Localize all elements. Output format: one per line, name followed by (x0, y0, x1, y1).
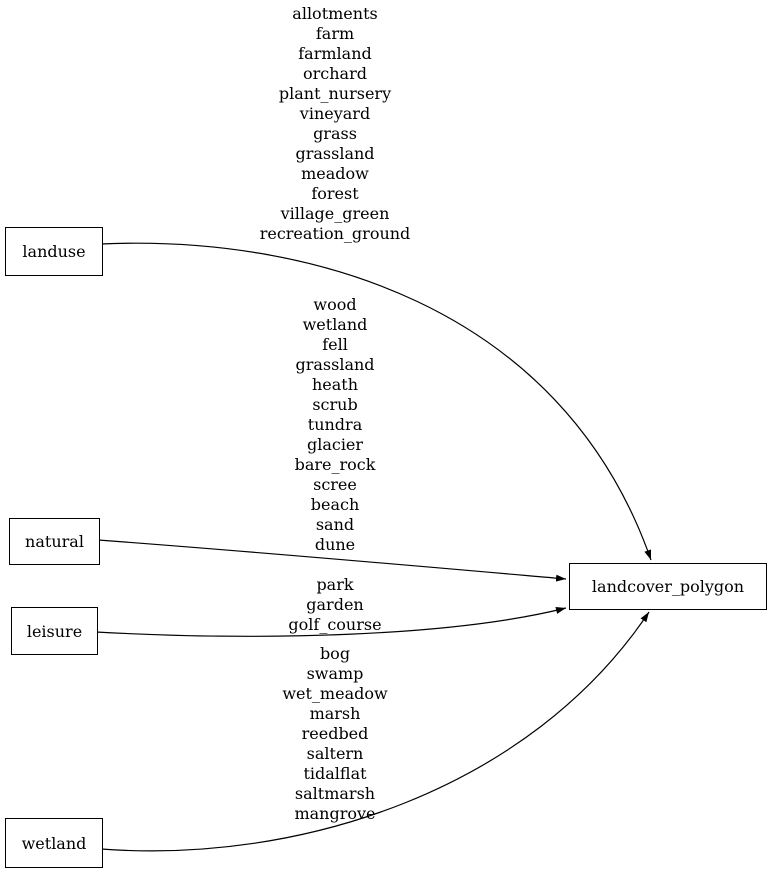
edge-label-line: garden (306, 595, 364, 614)
node-wetland-label: wetland (21, 833, 87, 853)
node-landcover_polygon: landcover_polygon (569, 563, 767, 610)
edge-label-leisure-values: park garden golf_course (195, 575, 475, 635)
edge-label-line: allotments (292, 4, 378, 23)
node-landuse: landuse (5, 227, 103, 276)
edge-label-line: tundra (307, 415, 363, 434)
node-leisure: leisure (11, 607, 98, 655)
edge-label-line: glacier (306, 435, 364, 454)
node-landuse-label: landuse (22, 242, 86, 261)
edge-label-line: heath (311, 375, 359, 394)
edge-label-line: farm (315, 24, 355, 43)
edge-label-line: wetland (302, 315, 368, 334)
edge-wetland-to-landcover_polygon (100, 611, 650, 852)
edge-label-line: meadow (301, 164, 369, 183)
edge-label-line: bare_rock (294, 455, 376, 474)
edge-label-line: village_green (280, 204, 390, 223)
edge-label-line: grass (313, 124, 357, 143)
edge-label-line: farmland (298, 44, 372, 63)
node-natural-label: natural (25, 532, 84, 551)
edge-natural-to-landcover_polygon (97, 539, 567, 582)
edge-label-line: dune (314, 535, 356, 554)
edge-label-line: grassland (295, 144, 375, 163)
edge-label-line: golf_course (288, 615, 382, 634)
edge-label-landuse-values: allotments farm farmland orchard plant_nurse… (195, 4, 475, 244)
edge-label-line: sand (315, 515, 355, 534)
edge-label-line: recreation_ground (259, 224, 411, 243)
node-landcover_polygon-label: landcover_polygon (591, 577, 745, 596)
node-wetland: wetland (5, 818, 103, 868)
edge-label-line: reedbed (301, 724, 369, 743)
edge-label-line: bog (319, 644, 351, 663)
edge-label-line: scree (313, 475, 357, 494)
edge-label-line: saltern (306, 744, 364, 763)
edge-label-line: beach (310, 495, 360, 514)
edge-label-line: marsh (309, 704, 361, 723)
edge-label-line: wet_meadow (282, 684, 388, 703)
edge-label-wetland-values: bog swamp wet_meadow marsh reedbed saltern tid… (195, 644, 475, 824)
edge-label-line: plant_nursery (278, 84, 392, 103)
edge-label-line: swamp (306, 664, 364, 683)
edge-label-natural-values: wood wetland fell grassland heath scrub tundra… (195, 295, 475, 555)
edge-label-line: wood (313, 295, 357, 314)
edge-label-line: tidalflat (303, 764, 367, 783)
edge-label-line: fell (322, 335, 348, 354)
node-leisure-label: leisure (26, 621, 83, 641)
edge-label-line: grassland (295, 355, 375, 374)
edge-landuse-to-landcover_polygon (100, 242, 652, 561)
edge-leisure-to-landcover_polygon (95, 607, 567, 637)
edge-label-line: saltmarsh (294, 784, 376, 803)
edge-label-line: forest (311, 184, 359, 203)
edge-label-line: vineyard (299, 104, 371, 123)
edge-label-line: park (316, 575, 354, 594)
edge-label-line: scrub (312, 395, 358, 414)
node-natural: natural (9, 518, 100, 565)
edge-label-line: mangrove (294, 804, 376, 823)
edge-label-line: orchard (303, 64, 367, 83)
